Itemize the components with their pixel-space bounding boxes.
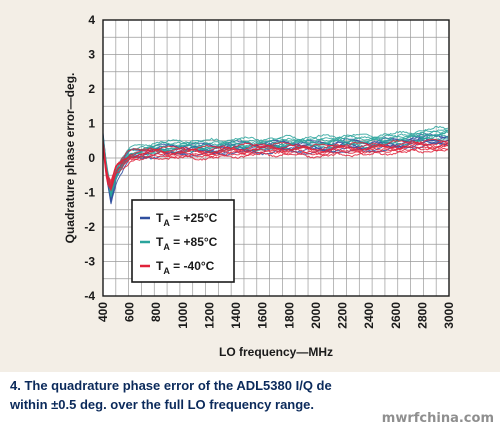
plot-frame: [102, 19, 450, 297]
x-tick-label: 1800: [282, 302, 296, 329]
y-tick-label: 1: [88, 117, 95, 131]
y-tick-label: -1: [84, 186, 95, 200]
figure-caption: 4. The quadrature phase error of the ADL…: [10, 376, 490, 414]
series-layer: [102, 125, 449, 205]
series-line: [102, 140, 449, 184]
x-tick-label: 2600: [389, 302, 403, 329]
x-tick-label: 2000: [309, 302, 323, 329]
x-tick-label: 1600: [256, 302, 270, 329]
y-tick-label: -3: [84, 255, 95, 269]
y-tick-labels: 4 3 2 1 0 -1 -2 -3 -4: [84, 13, 95, 303]
x-tick-label: 2800: [415, 302, 429, 329]
watermark: mwrfchina.com: [381, 411, 494, 426]
x-tick-label: 2200: [336, 302, 350, 329]
y-tick-label: 4: [88, 13, 95, 27]
x-tick-label: 600: [123, 302, 137, 322]
legend: TA = +25°C TA = +85°C TA = -40°C: [131, 199, 235, 283]
series-line: [102, 144, 449, 189]
series-line: [102, 146, 448, 190]
series-line: [102, 138, 449, 183]
y-tick-label: 2: [88, 82, 95, 96]
series-line: [102, 147, 448, 192]
caption-line-1: 4. The quadrature phase error of the ADL…: [10, 378, 332, 393]
x-tick-label: 2400: [362, 302, 376, 329]
x-axis-label: LO frequency—MHz: [219, 345, 333, 359]
y-tick-label: 0: [88, 151, 95, 165]
x-tick-label: 3000: [442, 302, 456, 329]
y-tick-label: 3: [88, 48, 95, 62]
caption-line-2: within ±0.5 deg. over the full LO freque…: [10, 397, 315, 412]
x-tick-label: 1400: [229, 302, 243, 329]
x-tick-label: 1200: [202, 302, 216, 329]
legend-entry: TA = -40°C: [156, 259, 215, 276]
legend-entry: TA = +85°C: [156, 235, 218, 252]
series-line: [102, 125, 449, 188]
x-tick-labels: 400 600 800 1000 1200 1400 1600 1800 2000 2200 240…: [96, 302, 456, 329]
y-axis-label: Quadrature phase error—deg.: [63, 73, 77, 244]
y-tick-label: -2: [84, 220, 95, 234]
y-tick-label: -4: [84, 289, 95, 303]
x-tick-label: 400: [96, 302, 110, 322]
chart: 4 3 2 1 0 -1 -2 -3 -4 400 600 800 1000 1200 1400 1600 1…: [63, 13, 456, 359]
x-tick-label: 1000: [176, 302, 190, 329]
x-tick-label: 800: [149, 302, 163, 322]
legend-entry: TA = +25°C: [156, 211, 218, 228]
